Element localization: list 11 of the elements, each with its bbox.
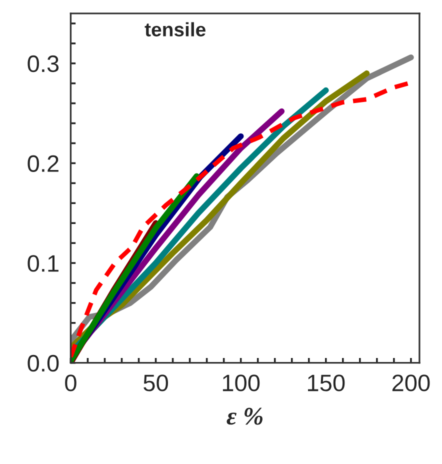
x-axis-title: ε % [226,408,262,425]
x-tick-label: 200 [392,374,430,392]
chart-title: tensile [144,22,206,36]
x-tick-label: 0 [65,374,76,392]
x-tick-label: 100 [222,374,260,392]
y-tick-label: 0.0 [28,354,59,372]
y-tick-label: 0.1 [28,255,58,272]
y-tick-label: 0.3 [28,55,59,72]
x-tick-label: 50 [144,374,168,392]
x-tick-label: 150 [308,374,345,392]
y-tick-label: 0.2 [28,155,58,172]
